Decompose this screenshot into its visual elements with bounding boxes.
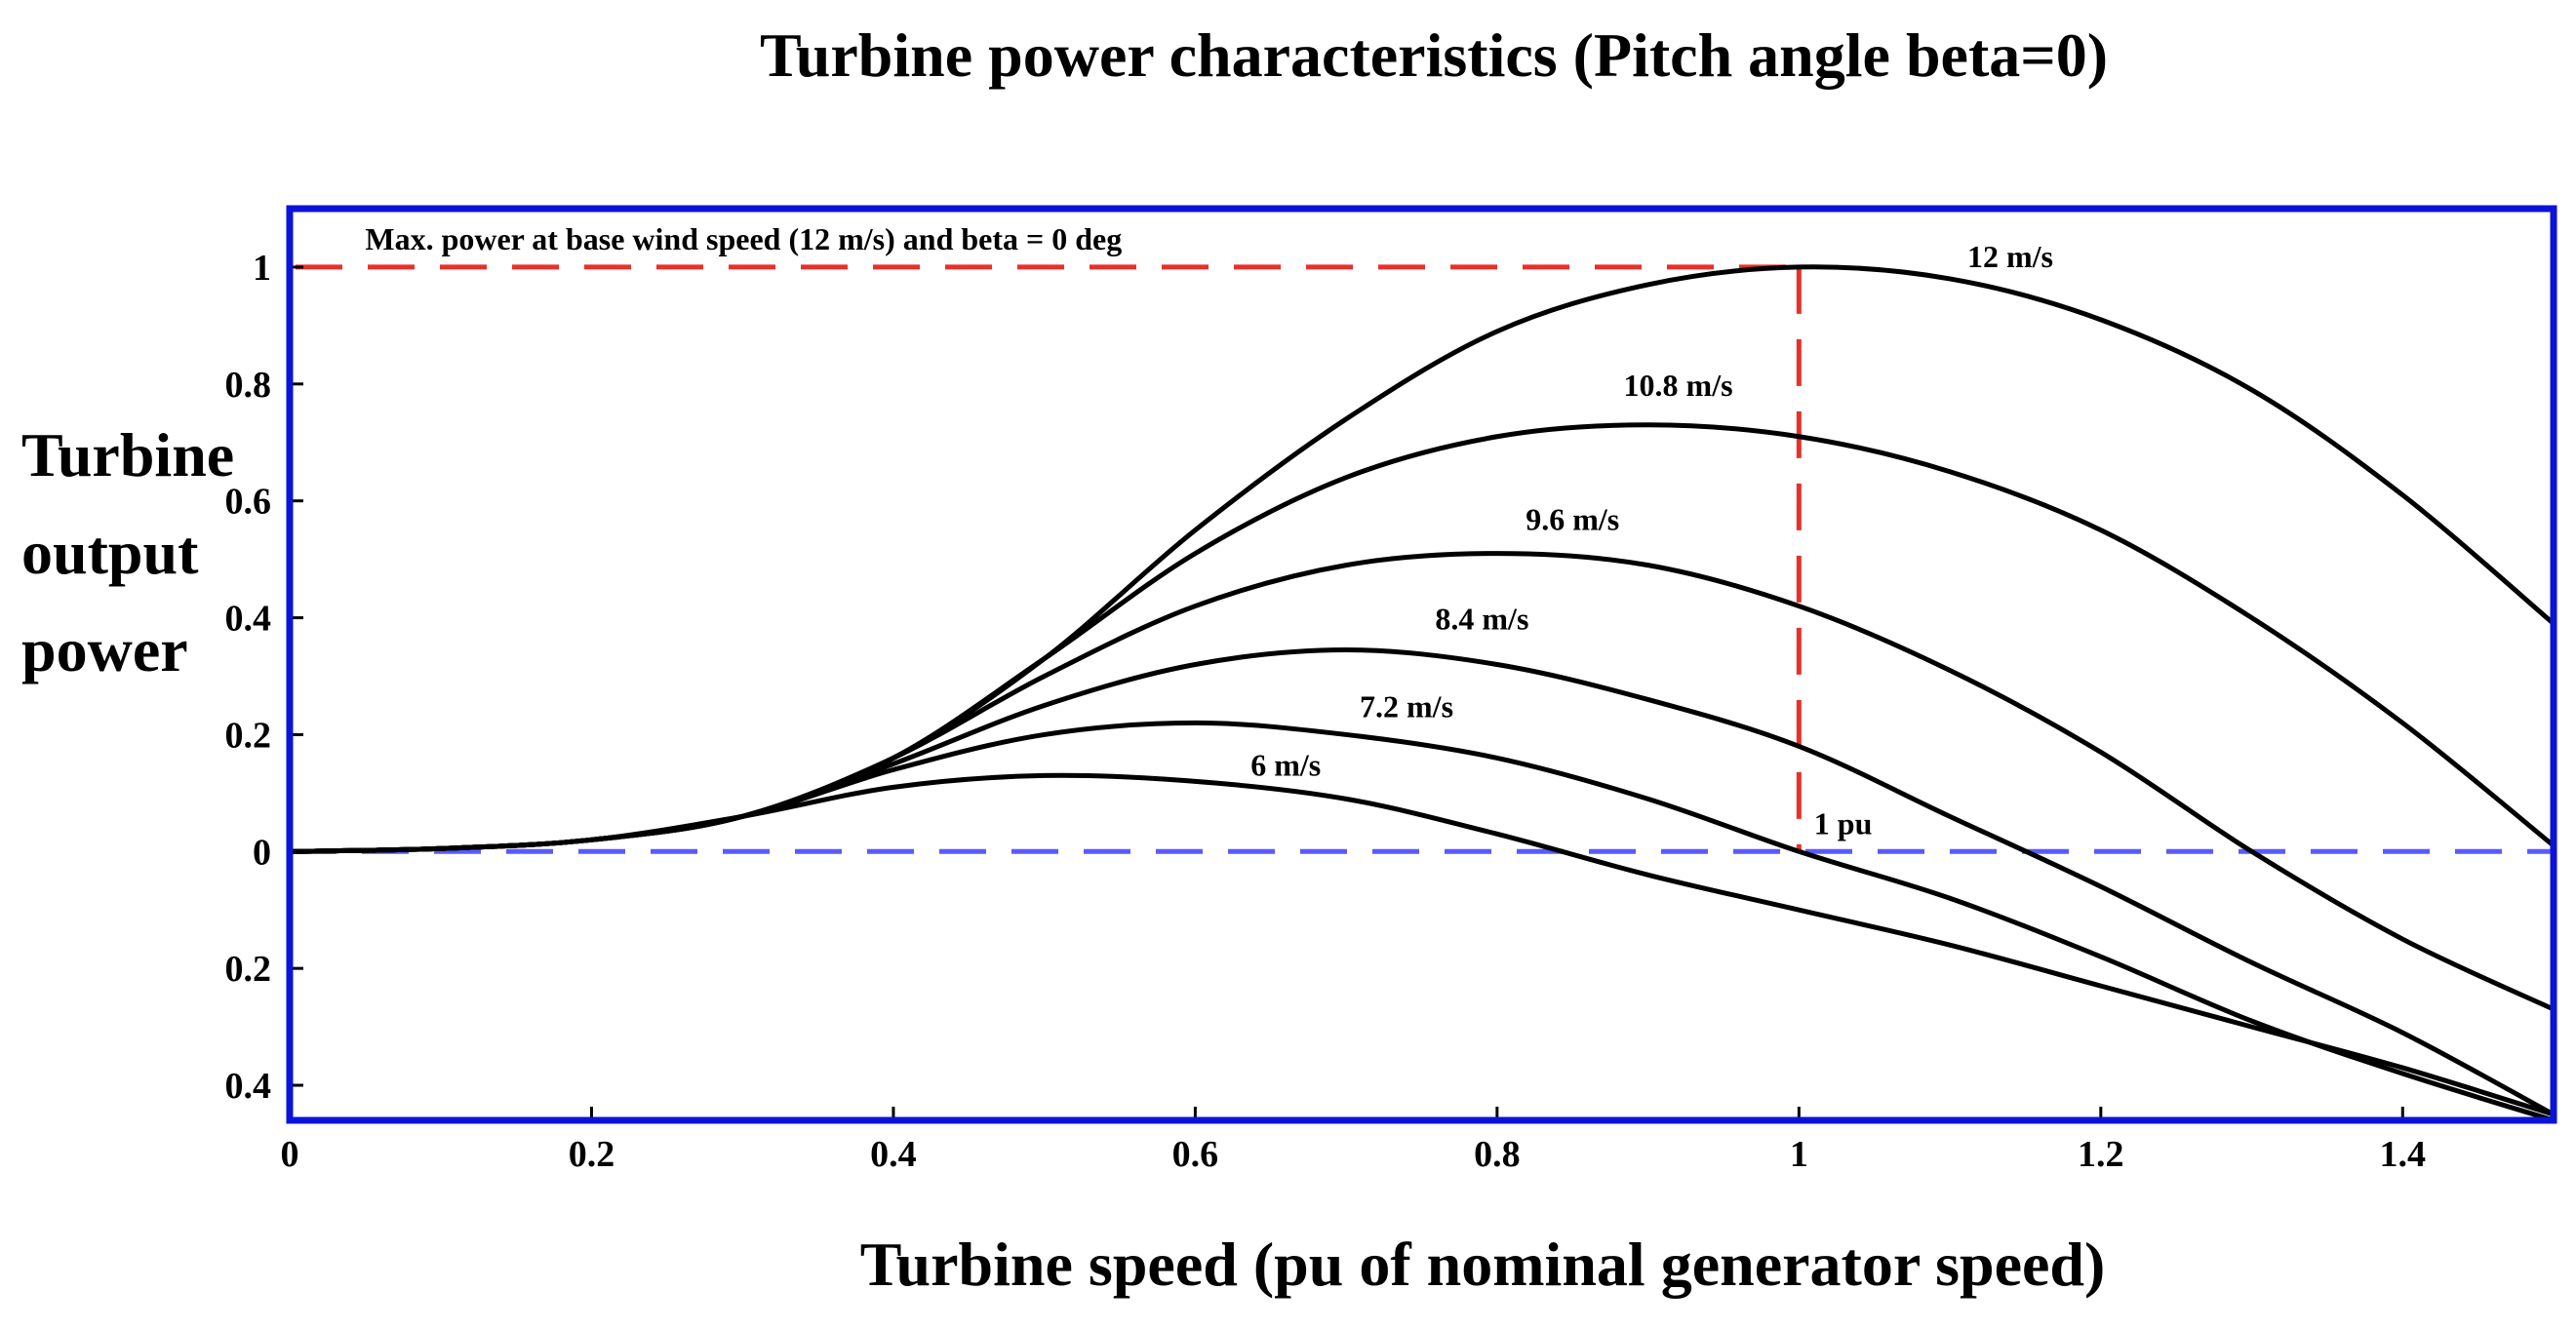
chart-title: Turbine power characteristics (Pitch ang… <box>760 20 2108 90</box>
reference-lines <box>290 264 2554 854</box>
y-tick-label: 0.2 <box>225 715 272 756</box>
y-tick-label: 0.8 <box>225 365 272 406</box>
curve-label: 10.8 m/s <box>1624 368 1733 403</box>
series-line-6-m-s <box>289 772 2555 1117</box>
curve-label: 7.2 m/s <box>1360 688 1453 723</box>
y-tick-label: 0.4 <box>225 1066 272 1107</box>
annotation: Max. power at base wind speed (12 m/s) a… <box>365 221 1122 256</box>
x-axis-label: Turbine speed (pu of nominal generator s… <box>860 1230 2106 1299</box>
y-tick-label: 1 <box>253 248 271 289</box>
series-line-12-m-s <box>289 264 2556 854</box>
x-tick-label: 0.4 <box>870 1134 917 1175</box>
x-tick-label: 1 <box>1790 1134 1808 1175</box>
curve-label: 12 m/s <box>1967 239 2053 274</box>
curve-labels: 12 m/s 10.8 m/s 9.6 m/s 8.4 m/s 7.2 m/s 6 m/s <box>1250 239 2053 782</box>
series-line-10-8-m-s <box>289 422 2556 854</box>
curve-label: 8.4 m/s <box>1435 602 1528 637</box>
curve-label: 9.6 m/s <box>1526 502 1619 537</box>
x-tick-label: 1.2 <box>2078 1134 2124 1175</box>
y-tick-label: 0 <box>253 832 271 873</box>
series-line-9-6-m-s <box>289 551 2556 1012</box>
x-tick-label: 0 <box>281 1134 299 1175</box>
x-tick-label: 0.8 <box>1474 1134 1521 1175</box>
curve-label: 6 m/s <box>1250 747 1321 782</box>
annotation: 1 pu <box>1814 805 1873 840</box>
y-axis-label-line-1: Turbine <box>21 420 234 489</box>
y-axis-label-line-2: output <box>21 518 199 587</box>
y-tick-label: 0.6 <box>225 482 272 523</box>
annotations: Max. power at base wind speed (12 m/s) a… <box>365 221 1872 840</box>
y-axis-label: Turbine output power <box>21 420 234 684</box>
plot-frame <box>286 205 2557 1124</box>
x-tick-label: 0.6 <box>1172 1134 1219 1175</box>
series-line-7-2-m-s <box>289 720 2555 1123</box>
y-tick-label: 0.2 <box>225 949 272 990</box>
series-lines <box>289 264 2556 1123</box>
x-ticks: 0 0.2 0.4 0.6 0.8 1 1.2 1.4 <box>281 1107 2427 1175</box>
y-tick-label: 0.4 <box>225 599 272 640</box>
x-tick-label: 0.2 <box>569 1134 615 1175</box>
x-tick-label: 1.4 <box>2380 1134 2427 1175</box>
y-axis-label-line-3: power <box>21 615 188 684</box>
